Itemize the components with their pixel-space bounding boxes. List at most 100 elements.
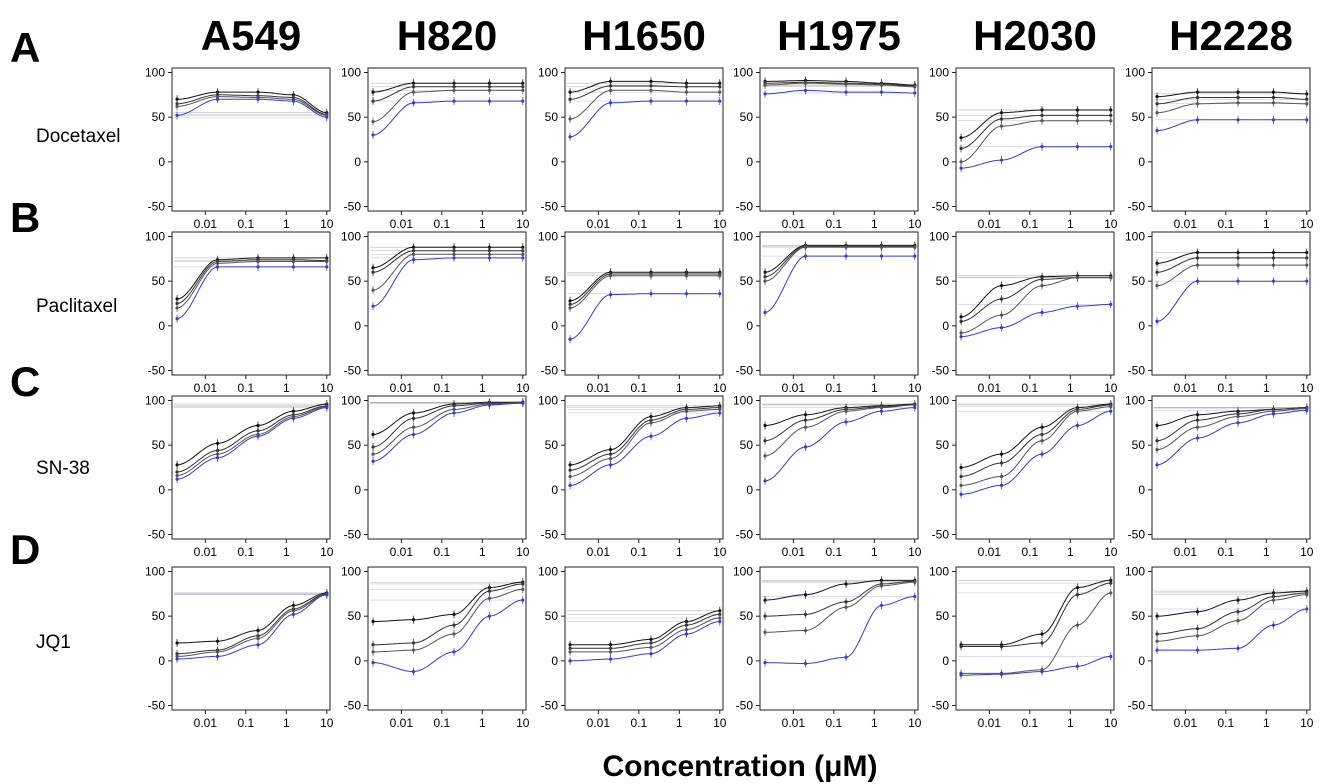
plot-frame [564,67,724,212]
data-point [1155,319,1159,323]
y-tick-label: 100 [1125,229,1145,243]
panel-c-h1650: 100 50 0 -50 0.01 0.1 1 10 [538,393,727,559]
x-tick-label: 0.01 [390,545,414,559]
y-tick-label: -50 [736,364,754,378]
plot-frame [955,566,1115,711]
data-point [487,403,492,407]
plot-frame [564,395,724,540]
data-point [1195,436,1200,440]
data-point [763,439,767,443]
series-curve [1157,264,1307,287]
data-point [649,652,653,656]
data-point [215,456,220,460]
data-point [913,406,917,410]
data-point [1271,263,1276,267]
data-point [1155,95,1159,99]
y-tick-label: 50 [936,438,950,452]
y-tick-label: 100 [538,229,558,243]
series-curve [177,259,327,304]
data-point [568,117,572,121]
data-point [879,245,884,249]
y-tick-label: 100 [929,65,949,79]
y-tick-label: 100 [733,393,753,407]
series-curve [765,579,915,601]
series-curve [373,250,523,273]
x-tick-label: 1 [283,545,290,559]
data-point [1271,412,1276,416]
x-tick-label: 1 [676,217,683,231]
x-tick-label: 1 [1263,545,1270,559]
x-tick-label: 1 [479,716,486,730]
data-point [1305,256,1309,260]
data-point [844,254,848,258]
series-curve [177,403,327,466]
x-tick-label: 0.01 [587,545,611,559]
series-curve [373,401,523,448]
x-tick-label: 1 [283,716,290,730]
data-point [879,90,884,94]
series-curve [961,579,1111,646]
data-point [521,598,525,602]
data-point [803,593,808,597]
data-point [879,584,884,588]
series-curve [1157,590,1307,617]
data-point [684,623,689,627]
y-tick-label: 50 [152,438,166,452]
series-curve [570,100,720,138]
series-curve [1157,592,1307,635]
data-point [256,643,260,647]
x-tick-label: 1 [1263,381,1270,395]
data-point [999,326,1004,330]
x-tick-label: 0.01 [587,381,611,395]
data-point [608,452,613,456]
x-tick-label: 10 [1104,381,1118,395]
data-point [1075,623,1080,627]
data-point [684,90,689,94]
data-point [803,245,808,249]
data-point [1109,581,1113,585]
plot-frame [955,395,1115,540]
series-curve [961,410,1111,495]
y-tick-label: -50 [932,364,950,378]
data-point [1075,145,1080,149]
y-tick-label: 50 [740,274,754,288]
series-curve [1157,608,1307,651]
data-point [1075,585,1080,590]
series-curve [961,403,1111,468]
x-tick-label: 0.01 [1174,716,1198,730]
data-point [1195,627,1200,631]
x-tick-label: 0.1 [1217,381,1234,395]
series-curve [373,257,523,307]
x-tick-label: 0.1 [237,545,254,559]
series-curve [765,82,915,88]
series-curve [373,588,523,653]
data-point [1195,256,1200,260]
x-tick-label: 1 [283,217,290,231]
x-tick-label: 0.1 [630,545,647,559]
data-point [568,337,572,341]
data-point [568,97,572,101]
y-tick-label: 100 [733,65,753,79]
y-tick-label: -50 [541,528,559,542]
data-point [1075,113,1080,117]
data-point [959,483,963,487]
x-tick-label: 0.1 [1217,545,1234,559]
series-curve [1157,280,1307,322]
data-point [325,265,329,269]
data-point [568,90,572,94]
data-point [1236,598,1240,602]
y-tick-label: 50 [545,274,559,288]
plot-frame [171,566,331,711]
x-tick-label: 10 [1300,381,1314,395]
data-point [371,99,375,103]
x-tick-label: 10 [320,716,334,730]
data-point [411,411,416,415]
panel-c-h2030: 100 50 0 -50 0.01 0.1 1 10 [929,393,1118,559]
data-point [256,265,260,269]
data-point [452,623,456,627]
series-curve [177,406,327,476]
data-point [1271,95,1276,100]
x-tick-label: 1 [479,381,486,395]
data-point [1040,669,1044,674]
data-point [959,465,963,470]
